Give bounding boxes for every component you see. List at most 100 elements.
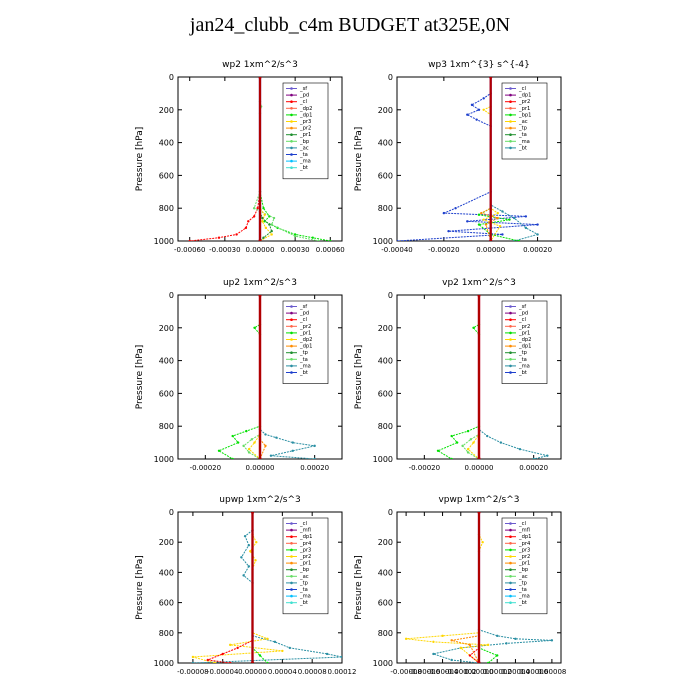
data-point xyxy=(482,218,485,221)
legend-label: _tp xyxy=(299,580,309,586)
data-point xyxy=(231,434,234,438)
data-point xyxy=(508,218,511,221)
x-tick-label: 0.00020 xyxy=(519,464,548,472)
data-point xyxy=(498,225,502,228)
legend-label: _cl xyxy=(518,521,526,527)
y-tick-label: 0 xyxy=(169,508,174,517)
data-point xyxy=(255,541,258,544)
data-point xyxy=(244,226,248,230)
data-point xyxy=(247,220,250,223)
data-point xyxy=(546,454,549,457)
legend-marker xyxy=(290,344,293,348)
chart-title: upwp 1xm^2/s^3 xyxy=(219,495,300,505)
data-point xyxy=(264,444,267,448)
plot-area xyxy=(191,512,342,663)
data-point xyxy=(291,449,294,452)
legend-marker xyxy=(290,107,293,110)
data-point xyxy=(450,457,453,459)
data-point xyxy=(480,211,483,215)
legend-box xyxy=(501,517,548,615)
x-tick-label: 0.00000 xyxy=(465,464,494,472)
legend-label: _pr3 xyxy=(518,547,530,553)
y-tick-label: 1000 xyxy=(373,659,393,668)
data-point xyxy=(243,534,247,538)
chart-title: vpwp 1xm^2/s^3 xyxy=(438,495,519,505)
data-point xyxy=(450,434,453,438)
data-point xyxy=(461,444,464,448)
data-point xyxy=(266,661,269,663)
legend-label: _pr2 xyxy=(518,554,530,560)
legend-marker xyxy=(290,159,293,163)
data-point xyxy=(524,215,528,218)
y-tick-label: 0 xyxy=(169,291,174,300)
data-point xyxy=(455,441,459,444)
data-point xyxy=(486,643,490,647)
legend-box xyxy=(282,82,329,180)
legend-label: _pr2 xyxy=(518,324,530,330)
legend-label: _pr2 xyxy=(299,126,311,132)
data-point xyxy=(477,512,481,514)
data-point xyxy=(247,565,251,568)
legend-marker xyxy=(509,358,512,361)
legend-label: _ma xyxy=(299,594,311,600)
legend-marker xyxy=(509,364,512,368)
data-point xyxy=(532,457,535,459)
legend-label: _dp1 xyxy=(518,344,531,350)
data-point xyxy=(256,207,259,210)
x-tick-label: 0.00008 xyxy=(537,668,566,676)
legend-label: _ac xyxy=(518,574,528,580)
legend-marker xyxy=(290,351,293,355)
series-line xyxy=(242,295,261,459)
data-point xyxy=(191,661,195,663)
data-point xyxy=(247,451,251,454)
x-tick-label: 0.00020 xyxy=(523,246,552,254)
data-point xyxy=(269,454,273,457)
legend-label: _ta xyxy=(299,587,308,593)
data-point xyxy=(536,233,539,236)
data-point xyxy=(242,574,245,577)
x-tick-label: -0.00008 xyxy=(177,668,208,676)
legend-label: _ac xyxy=(299,574,309,580)
data-point xyxy=(263,213,266,216)
legend-label: _dp2 xyxy=(299,106,312,112)
data-point xyxy=(217,236,221,239)
x-tick-label: -0.00030 xyxy=(209,246,240,254)
legend-marker xyxy=(509,548,512,552)
data-point xyxy=(469,438,472,441)
legend-marker xyxy=(509,581,512,585)
y-tick-label: 800 xyxy=(159,629,174,638)
y-axis-label: Pressure [hPa] xyxy=(354,555,364,620)
legend-marker xyxy=(509,338,512,341)
data-point xyxy=(275,436,278,439)
legend-label: _pd xyxy=(518,311,528,317)
legend-marker xyxy=(509,575,512,578)
legend-marker xyxy=(509,107,512,110)
x-tick-label: 0.00020 xyxy=(300,464,329,472)
y-tick-label: 800 xyxy=(159,422,174,431)
legend-marker xyxy=(509,528,512,532)
data-point xyxy=(191,655,195,659)
data-point xyxy=(436,449,440,452)
series-line xyxy=(217,295,261,459)
legend-box xyxy=(282,300,329,384)
data-point xyxy=(268,223,271,226)
data-point xyxy=(505,642,508,645)
data-point xyxy=(454,207,457,210)
y-tick-label: 200 xyxy=(378,538,393,547)
legend-label: _pr1 xyxy=(299,561,311,567)
x-tick-label: 0.00006 xyxy=(519,668,548,676)
legend-label: _ma xyxy=(518,139,530,145)
y-tick-label: 0 xyxy=(388,508,393,517)
legend-label: _sf xyxy=(299,86,307,92)
data-point xyxy=(442,211,446,215)
data-point xyxy=(258,457,262,459)
legend-label: _pd xyxy=(299,311,309,317)
chart-title: wp3 1xm^{3} s^{-4} xyxy=(428,60,530,70)
legend-label: _pr1 xyxy=(518,330,530,336)
x-tick-label: -0.00040 xyxy=(381,246,412,254)
data-point xyxy=(477,295,481,297)
series-line xyxy=(451,512,480,663)
legend-label: _bt xyxy=(299,600,308,606)
legend-marker xyxy=(509,331,512,335)
data-point xyxy=(247,544,251,547)
